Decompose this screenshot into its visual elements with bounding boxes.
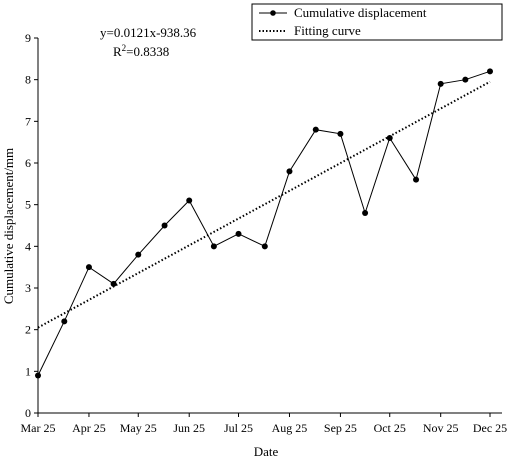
displacement-point <box>186 197 193 204</box>
displacement-point <box>35 372 41 379</box>
x-tick-label: Aug 25 <box>272 421 308 435</box>
displacement-point <box>235 230 242 237</box>
legend: Cumulative displacement Fitting curve <box>251 3 503 41</box>
x-axis-title: Date <box>254 444 279 459</box>
y-tick-label: 4 <box>25 239 31 253</box>
equation-text: y=0.0121x-938.36 <box>100 25 197 40</box>
y-tick-label: 3 <box>25 281 31 295</box>
displacement-point <box>61 318 68 325</box>
x-tick-label: Apr 25 <box>72 421 106 435</box>
x-tick-label: Sep 25 <box>324 421 357 435</box>
y-tick-label: 1 <box>25 364 31 378</box>
x-tick-label: Jul 25 <box>224 421 253 435</box>
displacement-point <box>261 243 268 250</box>
r-squared-prefix: R <box>113 44 122 59</box>
x-tick-label: Jun 25 <box>173 421 205 435</box>
displacement-point <box>210 243 217 250</box>
fitting-curve-line <box>37 80 491 329</box>
legend-label-fit: Fitting curve <box>294 23 361 38</box>
axes <box>37 38 502 414</box>
legend-box <box>251 3 503 41</box>
y-tick-label: 9 <box>25 31 31 45</box>
displacement-point <box>85 264 92 271</box>
series-layer <box>35 68 493 379</box>
y-ticks: 0 1 2 3 4 5 6 7 8 9 <box>25 31 38 420</box>
r-squared-value: =0.8338 <box>126 44 169 59</box>
x-tick-label: Nov 25 <box>423 421 459 435</box>
legend-label-observed: Cumulative displacement <box>294 5 427 20</box>
y-tick-label: 8 <box>25 73 31 87</box>
displacement-point <box>161 222 168 229</box>
y-tick-label: 2 <box>25 323 31 337</box>
displacement-point <box>386 135 393 141</box>
displacement-point <box>462 76 469 83</box>
displacement-point <box>413 176 420 183</box>
x-tick-label: May 25 <box>120 421 157 435</box>
displacement-point <box>487 68 493 75</box>
displacement-point <box>437 80 444 87</box>
displacement-point <box>337 130 344 137</box>
x-ticks: Mar 25 Apr 25 May 25 Jun 25 Jul 25 Aug 25 Sep … <box>21 413 507 435</box>
y-tick-label: 6 <box>25 156 31 170</box>
displacement-point <box>312 126 319 133</box>
x-tick-label: Mar 25 <box>21 421 56 435</box>
y-tick-label: 0 <box>25 406 31 420</box>
displacement-series-line <box>37 70 491 376</box>
displacement-point <box>135 251 142 258</box>
y-tick-label: 5 <box>25 198 31 212</box>
equation-annotation: y=0.0121x-938.36 R2=0.8338 <box>100 25 197 59</box>
legend-marker-observed <box>270 10 276 16</box>
displacement-point <box>362 210 369 216</box>
r-squared-text: R2=0.8338 <box>113 43 169 59</box>
displacement-point <box>286 168 293 175</box>
displacement-point <box>110 280 117 287</box>
y-axis-title: Cumulative displacement/mm <box>1 148 16 304</box>
r-squared-exponent: 2 <box>122 43 127 53</box>
fit-layer <box>37 80 491 329</box>
y-tick-label: 7 <box>25 114 31 128</box>
x-tick-label: Dec 25 <box>473 421 507 435</box>
x-tick-label: Oct 25 <box>374 421 406 435</box>
